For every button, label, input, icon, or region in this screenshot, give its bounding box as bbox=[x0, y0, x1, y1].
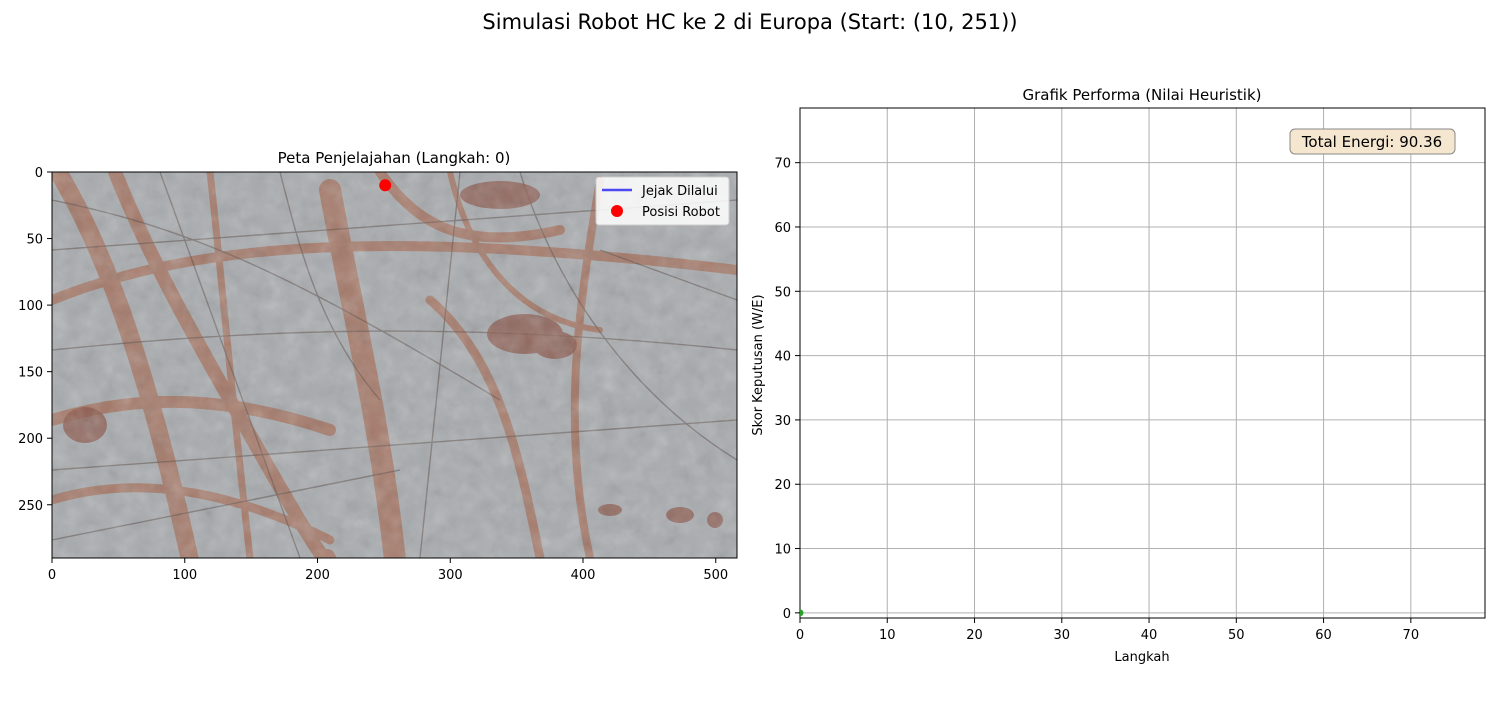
map-y-ticks: 0 50 100 150 200 250 bbox=[18, 166, 52, 514]
performance-point bbox=[800, 609, 804, 617]
map-legend: Jejak Dilalui Posisi Robot bbox=[595, 176, 730, 226]
performance-axes: Grafik Performa (Nilai Heuristik) 0 10 20 3… bbox=[751, 86, 1486, 665]
robot-position-marker bbox=[379, 179, 392, 192]
performance-y-tick-label: 0 bbox=[783, 607, 791, 622]
performance-y-ticks: 0 10 20 30 40 50 60 70 bbox=[774, 157, 800, 622]
performance-y-tick-label: 40 bbox=[774, 350, 791, 365]
legend-robot-label: Posisi Robot bbox=[642, 205, 720, 220]
energy-annotation-text: Total Energi: 90.36 bbox=[1301, 133, 1442, 151]
performance-x-tick-label: 20 bbox=[966, 628, 983, 643]
map-y-tick-label: 0 bbox=[35, 166, 43, 181]
map-title: Peta Penjelajahan (Langkah: 0) bbox=[278, 149, 511, 167]
performance-x-tick-label: 60 bbox=[1315, 628, 1332, 643]
map-y-tick-label: 100 bbox=[18, 299, 43, 314]
performance-y-tick-label: 20 bbox=[774, 478, 791, 493]
performance-x-tick-label: 40 bbox=[1141, 628, 1158, 643]
map-x-tick-label: 100 bbox=[172, 568, 197, 583]
performance-x-tick-label: 30 bbox=[1054, 628, 1071, 643]
map-y-tick-label: 150 bbox=[18, 366, 43, 381]
performance-y-tick-label: 50 bbox=[774, 285, 791, 300]
legend-trail-label: Jejak Dilalui bbox=[641, 184, 718, 199]
performance-x-tick-label: 10 bbox=[879, 628, 896, 643]
map-y-tick-label: 200 bbox=[18, 432, 43, 447]
map-x-ticks: 0 100 200 300 400 500 bbox=[48, 558, 728, 583]
map-x-tick-label: 500 bbox=[703, 568, 728, 583]
map-y-tick-label: 250 bbox=[18, 499, 43, 514]
map-y-tick-label: 50 bbox=[26, 233, 43, 248]
energy-annotation: Total Energi: 90.36 bbox=[1289, 128, 1456, 155]
performance-y-label: Skor Keputusan (W/E) bbox=[751, 294, 766, 435]
map-axes: Peta Penjelajahan (Langkah: 0) bbox=[18, 149, 738, 583]
map-x-tick-label: 300 bbox=[438, 568, 463, 583]
map-x-tick-label: 0 bbox=[48, 568, 56, 583]
performance-y-tick-label: 30 bbox=[774, 414, 791, 429]
performance-y-tick-label: 60 bbox=[774, 221, 791, 236]
map-x-tick-label: 400 bbox=[571, 568, 596, 583]
performance-x-tick-label: 70 bbox=[1403, 628, 1420, 643]
performance-x-tick-label: 0 bbox=[796, 628, 804, 643]
performance-x-label: Langkah bbox=[1114, 650, 1169, 665]
performance-x-ticks: 0 10 20 30 40 50 60 70 bbox=[796, 618, 1419, 643]
performance-title: Grafik Performa (Nilai Heuristik) bbox=[1022, 86, 1261, 104]
performance-marks bbox=[800, 609, 804, 617]
performance-y-tick-label: 10 bbox=[774, 543, 791, 558]
performance-y-tick-label: 70 bbox=[774, 157, 791, 172]
legend-robot-marker bbox=[611, 205, 623, 217]
europa-surface-image bbox=[52, 172, 737, 558]
performance-grid bbox=[799, 108, 1485, 618]
map-x-tick-label: 200 bbox=[305, 568, 330, 583]
map-marks bbox=[379, 179, 392, 192]
performance-x-tick-label: 50 bbox=[1228, 628, 1245, 643]
figure-title: Simulasi Robot HC ke 2 di Europa (Start:… bbox=[482, 10, 1018, 34]
